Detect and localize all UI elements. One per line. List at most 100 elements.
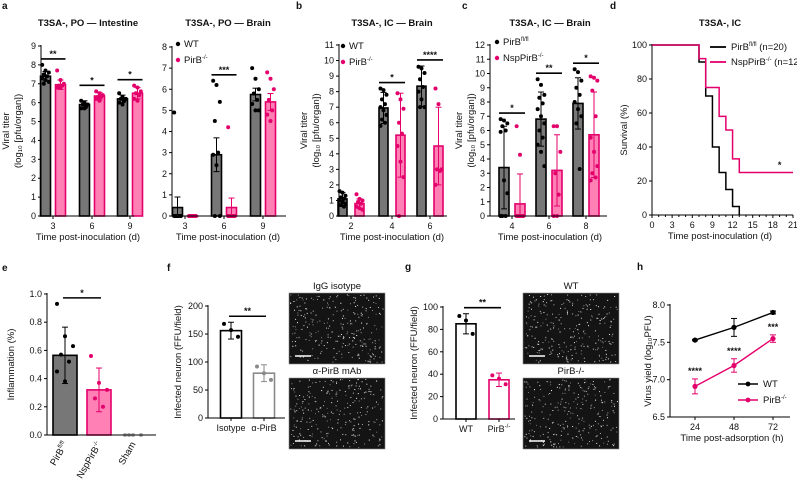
- micrograph-speckle: [299, 356, 301, 358]
- micrograph-speckle: [613, 403, 615, 405]
- micrograph-speckle: [568, 385, 570, 387]
- micrograph-speckle: [575, 352, 577, 354]
- micrograph-speckle: [567, 361, 569, 363]
- micrograph-speckle: [567, 351, 569, 353]
- micrograph-speckle: [536, 352, 538, 354]
- micrograph-speckle: [598, 313, 600, 315]
- micrograph-speckle: [558, 319, 560, 321]
- micrograph-speckle: [595, 436, 597, 438]
- micrograph-speckle: [580, 445, 582, 447]
- y-tick-label: 0.2: [29, 402, 42, 412]
- data-point: [498, 117, 503, 122]
- y-tick-label: 2: [162, 169, 167, 179]
- micrograph-speckle: [583, 357, 585, 359]
- data-point: [268, 118, 273, 123]
- data-point: [120, 102, 125, 107]
- x-tick-label-text: 2: [348, 221, 353, 231]
- micrograph-speckle: [605, 353, 607, 355]
- micrograph-speckle: [361, 423, 363, 425]
- micrograph-speckle: [543, 312, 545, 314]
- micrograph-speckle: [573, 335, 575, 337]
- data-point: [46, 79, 51, 84]
- micrograph-speckle: [293, 424, 295, 426]
- micrograph-speckle: [587, 443, 589, 445]
- micrograph-speckle: [594, 330, 596, 332]
- micrograph-speckle: [532, 296, 534, 298]
- data-point: [211, 78, 216, 83]
- micrograph-speckle: [340, 323, 342, 325]
- data-point: [360, 207, 365, 212]
- micrograph-speckle: [355, 441, 357, 443]
- micrograph-speckle: [578, 429, 580, 431]
- micrograph-speckle: [315, 381, 317, 383]
- micrograph-speckle: [598, 339, 600, 341]
- data-point: [503, 382, 508, 387]
- micrograph-speckle: [357, 393, 359, 395]
- micrograph-speckle: [335, 393, 337, 395]
- micrograph-speckle: [554, 433, 556, 435]
- micrograph-speckle: [322, 416, 324, 418]
- micrograph-speckle: [367, 316, 369, 318]
- micrograph-speckle: [367, 353, 369, 355]
- micrograph-speckle: [342, 315, 344, 317]
- x-tick-label: 6: [690, 220, 695, 230]
- data-point: [354, 192, 359, 197]
- micrograph-speckle: [525, 405, 527, 407]
- micrograph-speckle: [604, 381, 606, 383]
- micrograph-speckle: [304, 445, 306, 447]
- x-tick-label-superscript: fl/fl: [57, 440, 66, 450]
- data-point: [503, 128, 508, 133]
- data-point: [63, 379, 67, 384]
- micrograph-speckle: [595, 342, 597, 344]
- legend-label: WT: [763, 379, 778, 390]
- micrograph-speckle: [327, 318, 329, 320]
- micrograph-speckle: [538, 350, 540, 352]
- micrograph-speckle: [571, 336, 573, 338]
- micrograph-speckle: [560, 403, 562, 405]
- micrograph-speckle: [594, 386, 596, 388]
- micrograph-speckle: [308, 379, 310, 381]
- micrograph-speckle: [532, 402, 534, 404]
- micrograph-speckle: [299, 381, 301, 383]
- bar: [78, 103, 91, 217]
- micrograph-speckle: [591, 404, 593, 406]
- micrograph-speckle: [549, 353, 551, 355]
- micrograph-speckle: [577, 299, 579, 301]
- micrograph-speckle: [361, 414, 363, 416]
- y-tick-label: 0: [433, 414, 438, 424]
- data-point: [418, 105, 422, 110]
- micrograph-speckle: [578, 423, 580, 425]
- micrograph-speckle: [607, 386, 609, 388]
- micrograph-speckle: [527, 352, 529, 354]
- micrograph-speckle: [590, 407, 592, 409]
- x-tick-label: Isotype: [216, 423, 245, 433]
- micrograph-speckle: [616, 431, 618, 433]
- micrograph-speckle: [346, 294, 348, 296]
- y-tick-label: 12: [475, 40, 485, 50]
- micrograph-speckle: [312, 324, 314, 326]
- micrograph-speckle: [526, 398, 528, 400]
- micrograph-speckle: [614, 405, 616, 407]
- micrograph-speckle: [563, 428, 565, 430]
- micrograph-speckle: [345, 434, 347, 436]
- data-point: [117, 100, 122, 105]
- micrograph-speckle: [525, 316, 527, 318]
- x-tick-label: 4: [389, 221, 394, 231]
- micrograph-speckle: [374, 346, 376, 348]
- y-tick-label: 1.0: [29, 289, 42, 299]
- x-tick-label: 9: [710, 220, 715, 230]
- micrograph-speckle: [553, 443, 555, 445]
- micrograph-speckle: [588, 325, 590, 327]
- data-point: [731, 324, 737, 330]
- micrograph-speckle: [526, 347, 528, 349]
- data-point: [101, 404, 105, 409]
- micrograph-speckle: [529, 423, 531, 425]
- y-tick-label: 7.0: [652, 375, 665, 385]
- data-point: [43, 68, 48, 73]
- micrograph-speckle: [593, 407, 595, 409]
- legend-label-text: PirB: [184, 55, 202, 66]
- micrograph-speckle: [599, 445, 601, 447]
- data-point: [342, 204, 346, 209]
- panel-letter: c: [462, 1, 468, 12]
- micrograph-speckle: [572, 426, 574, 428]
